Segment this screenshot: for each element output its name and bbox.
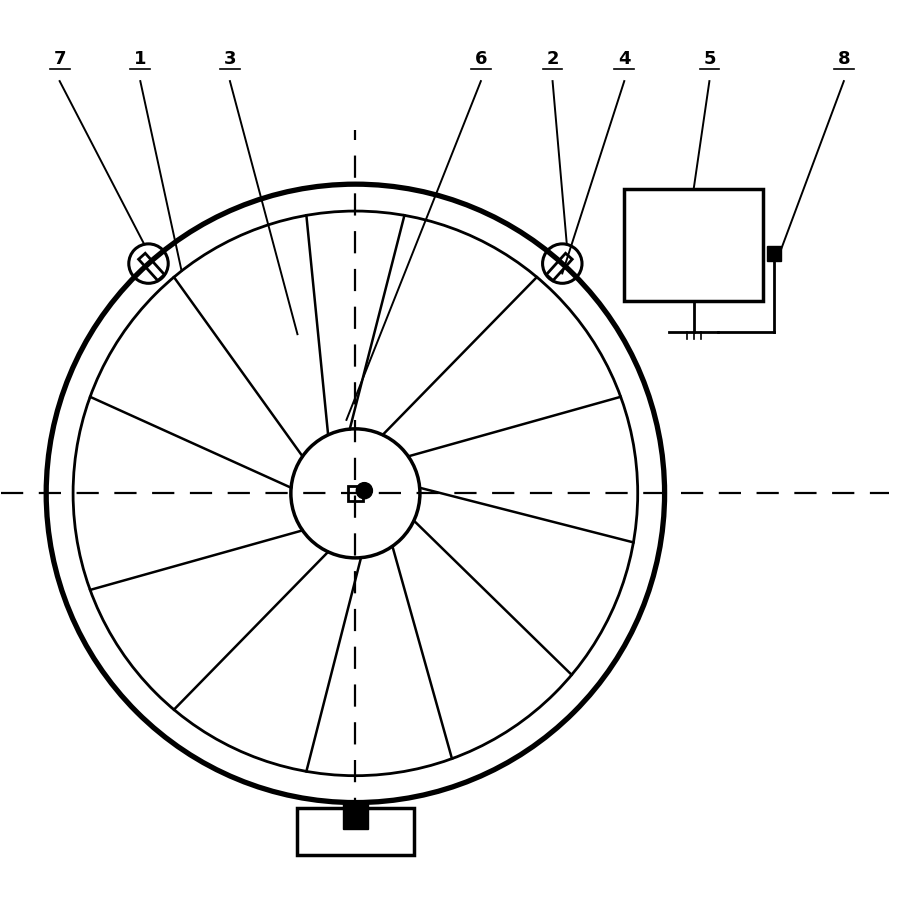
Text: 5: 5 [703, 50, 716, 67]
Bar [547, 253, 573, 281]
Bar [343, 805, 368, 830]
Text: 7: 7 [53, 50, 66, 67]
Bar [767, 247, 781, 261]
Text: 2: 2 [547, 50, 559, 67]
Bar [138, 253, 165, 281]
Text: 3: 3 [224, 50, 236, 67]
Bar [298, 808, 414, 855]
Text: 6: 6 [475, 50, 487, 67]
Text: 8: 8 [838, 50, 850, 67]
Text: 1: 1 [134, 50, 147, 67]
Text: 4: 4 [618, 50, 630, 67]
Bar [624, 188, 763, 300]
Circle shape [356, 482, 372, 499]
Bar [348, 486, 362, 501]
